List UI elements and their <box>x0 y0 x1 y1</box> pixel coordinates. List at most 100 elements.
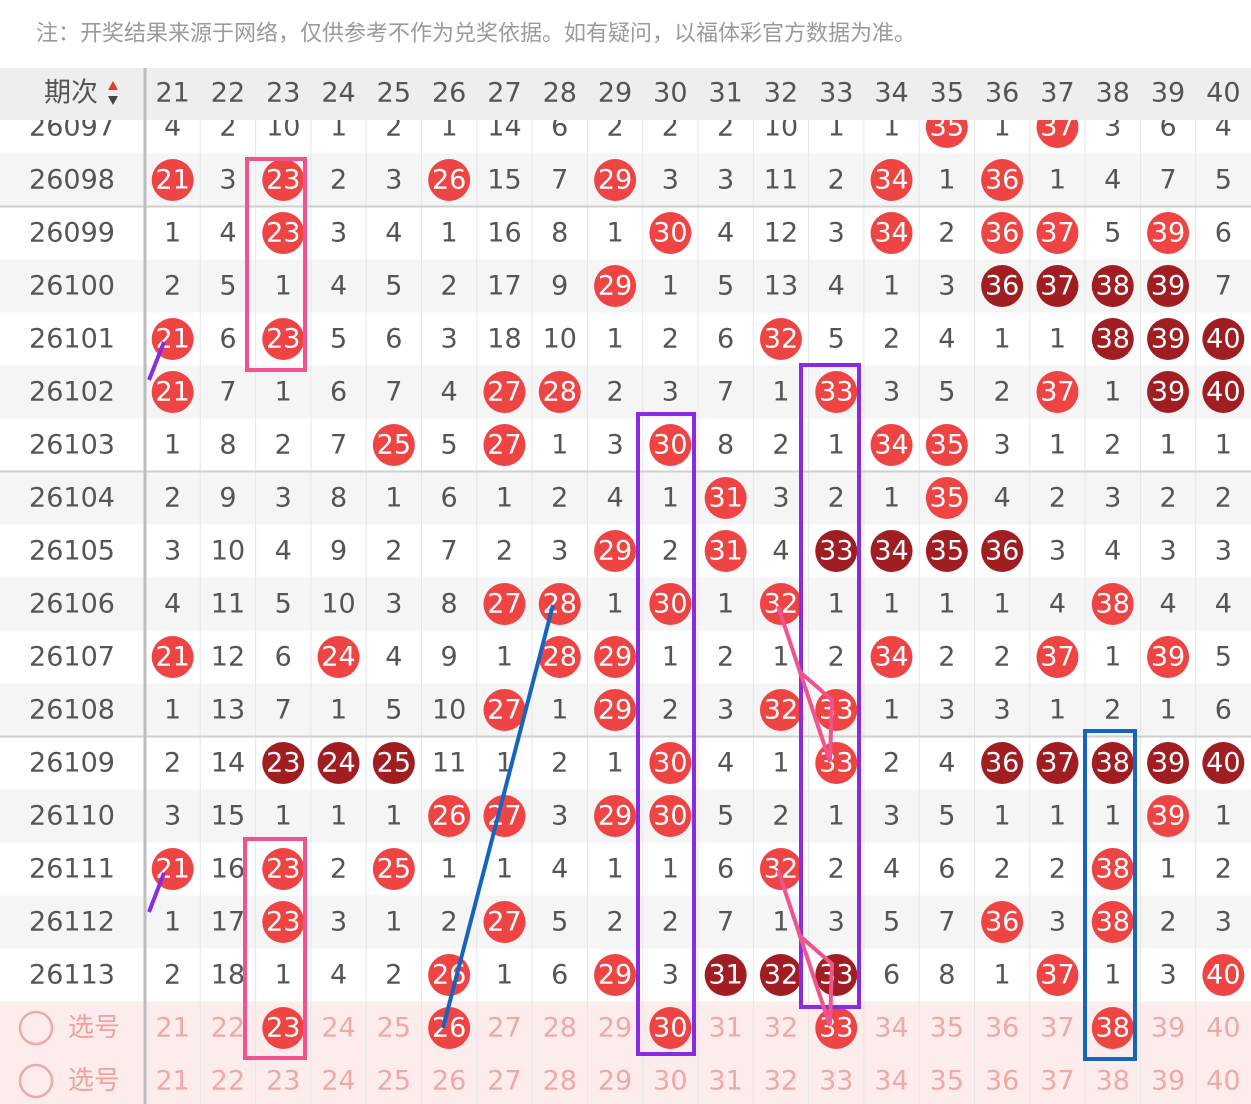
miss-count: 4 <box>551 854 568 885</box>
ball-number: 33 <box>819 748 853 779</box>
miss-count: 2 <box>717 642 734 673</box>
ball <box>262 159 305 201</box>
miss-count: 6 <box>1215 218 1232 249</box>
miss-count: 2 <box>938 642 955 673</box>
ball-number: 31 <box>708 483 742 514</box>
miss-count: 24 <box>321 1013 355 1044</box>
ball-number: 31 <box>708 536 742 567</box>
ball-number: 21 <box>155 165 189 196</box>
ball <box>759 689 802 731</box>
period-header[interactable]: 期次 <box>44 78 98 109</box>
miss-count: 5 <box>1215 642 1232 673</box>
miss-count: 1 <box>938 165 955 196</box>
ball <box>925 530 968 572</box>
miss-count: 34 <box>874 1066 908 1097</box>
sort-up[interactable] <box>108 81 118 90</box>
miss-count: 17 <box>211 907 245 938</box>
miss-count: 6 <box>938 854 955 885</box>
ball-number: 32 <box>764 960 798 991</box>
column-header: 36 <box>985 78 1019 109</box>
miss-count: 10 <box>432 695 466 726</box>
miss-count: 7 <box>219 377 236 408</box>
ball-number: 24 <box>321 748 355 779</box>
miss-count: 4 <box>606 483 623 514</box>
ball <box>759 954 802 996</box>
miss-count: 4 <box>330 960 347 991</box>
miss-count: 2 <box>662 324 679 355</box>
ball-number: 23 <box>266 907 300 938</box>
miss-count: 3 <box>717 165 734 196</box>
miss-count: 29 <box>598 1066 632 1097</box>
miss-count: 7 <box>551 165 568 196</box>
ball <box>1036 742 1079 784</box>
miss-count: 3 <box>772 483 789 514</box>
ball <box>981 212 1024 254</box>
ball-number: 26 <box>432 801 466 832</box>
miss-count: 3 <box>1215 536 1232 567</box>
column-header: 23 <box>266 78 300 109</box>
miss-count: 1 <box>1215 801 1232 832</box>
column-header: 34 <box>874 78 908 109</box>
miss-count: 2 <box>1159 907 1176 938</box>
ball <box>759 583 802 625</box>
miss-count: 2 <box>772 430 789 461</box>
miss-count: 25 <box>377 1013 411 1044</box>
select-radio[interactable] <box>18 1063 54 1099</box>
miss-count: 5 <box>330 324 347 355</box>
ball-number: 38 <box>1096 907 1130 938</box>
ball-number: 26 <box>432 165 466 196</box>
miss-count: 13 <box>211 695 245 726</box>
ball <box>1091 742 1134 784</box>
ball-number: 26 <box>432 1013 466 1044</box>
miss-count: 21 <box>155 1013 189 1044</box>
miss-count: 4 <box>772 536 789 567</box>
ball-number: 23 <box>266 218 300 249</box>
ball-number: 29 <box>598 536 632 567</box>
miss-count: 1 <box>1049 324 1066 355</box>
miss-count: 2 <box>994 642 1011 673</box>
miss-count: 1 <box>164 907 181 938</box>
select-radio[interactable] <box>18 1010 54 1046</box>
ball <box>1091 318 1134 360</box>
column-header: 30 <box>653 78 687 109</box>
miss-count: 1 <box>385 483 402 514</box>
miss-count: 1 <box>606 589 623 620</box>
ball <box>1091 901 1134 943</box>
miss-count: 1 <box>606 854 623 885</box>
miss-count: 4 <box>441 377 458 408</box>
miss-count: 1 <box>772 748 789 779</box>
ball <box>1036 636 1079 678</box>
miss-count: 3 <box>717 695 734 726</box>
ball-number: 37 <box>1040 218 1074 249</box>
ball <box>649 795 692 837</box>
miss-count: 7 <box>1215 271 1232 302</box>
miss-count: 40 <box>1206 1013 1240 1044</box>
row-bg <box>0 418 1251 472</box>
miss-count: 16 <box>211 854 245 885</box>
miss-count: 1 <box>883 271 900 302</box>
miss-count: 5 <box>938 801 955 832</box>
header: 期次 21 22 23 24 25 26 27 28 29 30 31 32 33 34 35 36 37 38 3… <box>0 68 1251 120</box>
ball <box>870 424 913 466</box>
miss-count: 3 <box>662 165 679 196</box>
ball <box>262 742 305 784</box>
miss-count: 1 <box>441 854 458 885</box>
miss-count: 7 <box>330 430 347 461</box>
miss-count: 39 <box>1151 1066 1185 1097</box>
miss-count: 1 <box>164 218 181 249</box>
period: 26106 <box>29 589 115 620</box>
miss-count: 36 <box>985 1013 1019 1044</box>
sort-down[interactable] <box>108 96 118 105</box>
ball-number: 33 <box>819 377 853 408</box>
miss-count: 3 <box>1159 960 1176 991</box>
miss-count: 1 <box>772 907 789 938</box>
ball-number: 31 <box>708 960 742 991</box>
ball <box>151 159 194 201</box>
miss-count: 3 <box>385 589 402 620</box>
ball <box>428 1007 471 1049</box>
miss-count: 3 <box>551 801 568 832</box>
miss-count: 4 <box>385 218 402 249</box>
miss-count: 1 <box>385 907 402 938</box>
miss-count: 3 <box>1104 483 1121 514</box>
ball <box>1147 265 1190 307</box>
